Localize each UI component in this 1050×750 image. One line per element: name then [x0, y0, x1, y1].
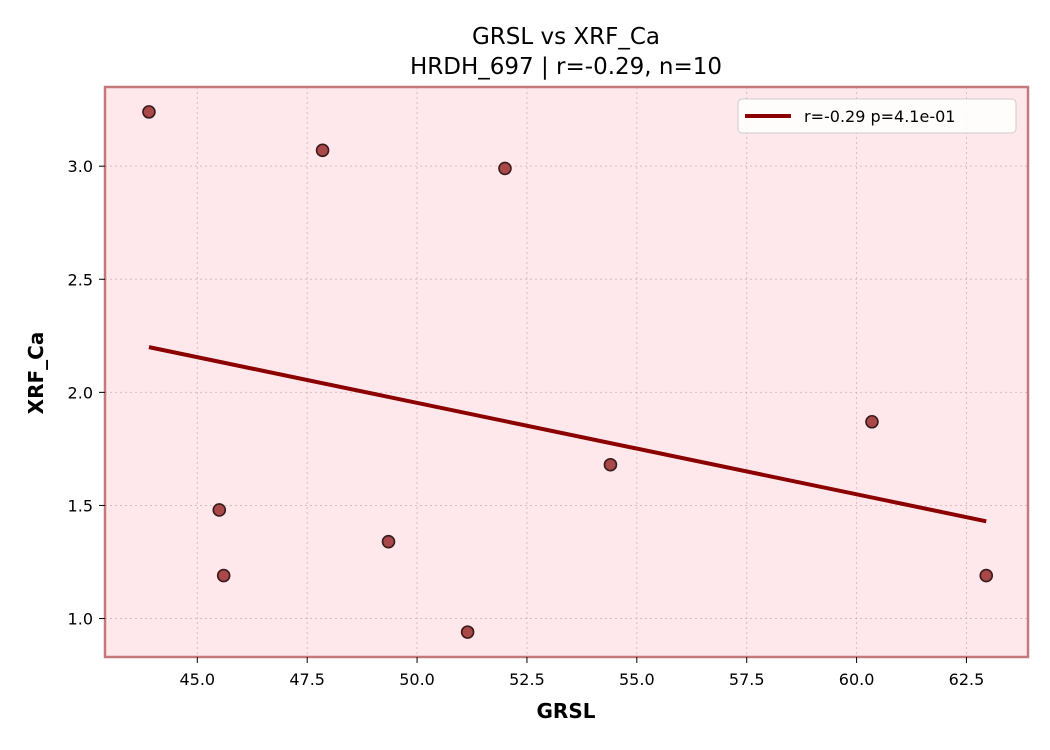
plot-frame: [103, 85, 1030, 659]
y-tick-label: 2.0: [68, 383, 93, 402]
data-point: [381, 534, 396, 549]
legend-label: r=-0.29 p=4.1e-01: [804, 107, 955, 126]
data-point: [460, 625, 475, 639]
chart-subtitle: HRDH_697 | r=-0.29, n=10: [410, 54, 722, 80]
x-tick-label: 55.0: [619, 670, 655, 689]
x-tick-label: 52.5: [509, 670, 545, 689]
x-tick-label: 47.5: [289, 670, 325, 689]
y-tick-label: 1.0: [68, 610, 93, 629]
legend: r=-0.29 p=4.1e-01: [737, 98, 1017, 134]
y-tick-label: 1.5: [68, 496, 93, 515]
x-axis-label: GRSL: [537, 699, 596, 723]
data-point: [498, 161, 512, 176]
x-tick-label: 50.0: [399, 670, 435, 689]
x-tick-label: 45.0: [179, 670, 215, 689]
regression-line: [148, 345, 987, 524]
data-point: [979, 568, 994, 583]
data-point: [315, 143, 330, 158]
data-point: [142, 105, 156, 119]
fit-line-layer: [148, 345, 987, 524]
data-point: [865, 414, 879, 429]
x-tick-label: 60.0: [839, 670, 875, 689]
chart-title: GRSL vs XRF_Ca: [472, 24, 660, 50]
y-tick-label: 3.0: [68, 157, 93, 176]
x-tick-label: 57.5: [729, 670, 765, 689]
legend-box: [737, 98, 1017, 134]
data-point: [212, 503, 227, 517]
axis-ticks: 45.0 47.5 50.0 52.5 55.0 57.5 60.0 62.5 1.0 1.5 2.…: [68, 157, 985, 689]
grid-lines: [105, 87, 1028, 657]
y-axis-label: XRF_Ca: [24, 332, 48, 415]
x-tick-label: 62.5: [949, 670, 985, 689]
data-point: [216, 568, 231, 583]
data-points: [142, 105, 994, 639]
y-tick-label: 2.5: [68, 270, 93, 289]
plot-area: [105, 87, 1028, 657]
data-point: [603, 457, 618, 472]
